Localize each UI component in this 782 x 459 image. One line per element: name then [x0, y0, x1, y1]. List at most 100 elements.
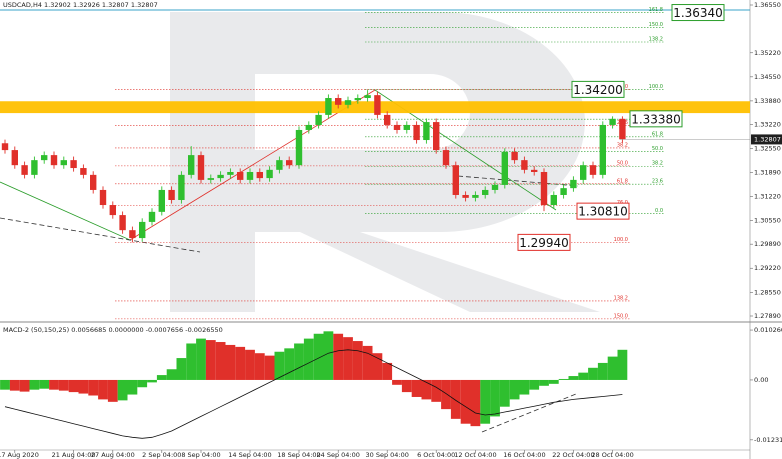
candle-body: [570, 179, 577, 189]
candle-body: [344, 100, 352, 105]
histogram-bar: [294, 343, 304, 380]
x-tick-label: 2 Sep 04:00: [142, 451, 181, 459]
x-tick-label: 12 Oct 04:00: [454, 451, 496, 459]
candle-body: [158, 189, 165, 212]
y-tick-label: 1.28550: [754, 288, 781, 296]
candle-body: [197, 155, 205, 180]
candle-body: [295, 129, 303, 166]
fib-label: 61.8: [617, 178, 628, 184]
fib-label: 150.0: [649, 22, 663, 28]
fib-label: 38.2: [652, 161, 663, 167]
histogram-bar: [117, 379, 128, 401]
candle-body: [246, 171, 254, 180]
watermark-bowl: [255, 12, 600, 312]
candle-body: [60, 160, 67, 166]
candle-body: [266, 169, 273, 179]
candle-body: [423, 122, 430, 141]
histogram-bar: [470, 379, 481, 427]
x-tick-label: 27 Aug 04:00: [91, 451, 135, 459]
histogram-bar: [176, 358, 187, 380]
candle-body: [599, 124, 606, 175]
signal-line: [4, 349, 623, 439]
y-tick-label: 1.34550: [754, 73, 781, 81]
candle-body: [276, 160, 283, 170]
candle-body: [482, 189, 489, 195]
price-annotation: 1.29940: [519, 236, 569, 250]
fib-label: 100.0: [649, 84, 663, 90]
price-annotation: 1.34200: [573, 83, 623, 97]
histogram-bar: [558, 378, 569, 380]
candle-body: [462, 194, 469, 198]
histogram-bar: [392, 379, 402, 385]
indicator-title: MACD-2 (50,150,25) 0.0056685 0.0000000 -…: [3, 326, 223, 334]
price-annotation: 1.33380: [631, 112, 681, 126]
histogram-bar: [254, 353, 265, 380]
x-tick-label: 22 Oct 04:00: [552, 451, 594, 459]
histogram-bar: [588, 367, 598, 380]
histogram-bar: [343, 337, 353, 380]
candle-body: [550, 194, 557, 206]
watermark: [170, 12, 600, 312]
candle-body: [305, 124, 312, 130]
histogram-bar: [431, 379, 442, 402]
histogram-bar: [19, 379, 30, 392]
y-tick-label: 1.36550: [754, 1, 781, 9]
histogram-bar: [323, 331, 334, 380]
histogram-bar: [617, 349, 628, 380]
histogram-bar: [215, 342, 226, 380]
histogram-bar: [0, 379, 10, 390]
candle-body: [491, 184, 499, 190]
y-tick-label: 1.30550: [754, 216, 781, 224]
candle-body: [315, 114, 322, 125]
histogram-bar: [147, 379, 157, 383]
histogram-bar: [519, 379, 530, 395]
price-annotation: 1.36340: [673, 6, 723, 20]
histogram-bar: [411, 379, 422, 397]
candle-body: [580, 165, 587, 180]
histogram-bar: [235, 346, 246, 380]
histogram-bar: [372, 353, 383, 380]
candle-body: [442, 150, 450, 166]
histogram-bar: [352, 341, 363, 380]
histogram-bar: [49, 379, 59, 390]
trend-line: [0, 217, 201, 253]
histogram-bar: [480, 379, 491, 424]
histogram-bar: [137, 379, 148, 388]
candle-body: [403, 124, 410, 130]
x-tick-label: 17 Aug 2020: [0, 451, 39, 459]
y-tick-label: 1.31220: [754, 192, 781, 200]
candle-body: [207, 178, 214, 180]
histogram-bar: [196, 338, 206, 380]
candle-body: [413, 124, 420, 141]
candle-body: [589, 165, 597, 175]
x-tick-label: 30 Sep 04:00: [366, 451, 409, 459]
histogram-bar: [529, 379, 540, 390]
histogram-bar: [284, 348, 295, 380]
price-annotation: 1.30810: [578, 205, 628, 219]
histogram-bar: [245, 349, 255, 380]
fib-label: 138.2: [649, 36, 663, 42]
histogram-bar: [98, 379, 108, 400]
histogram-bar: [597, 362, 608, 380]
price-annotation-box: [571, 80, 625, 98]
histogram-bar: [362, 345, 373, 380]
histogram-bar: [303, 338, 314, 380]
candle-body: [139, 221, 146, 239]
x-tick-label: 21 Aug 04:00: [52, 451, 96, 459]
candle-body: [188, 155, 195, 175]
current-price-label: 1.32807: [754, 135, 781, 143]
x-tick-label: 6 Oct 04:00: [417, 451, 455, 459]
candle-body: [609, 118, 616, 125]
histogram-bar: [107, 379, 118, 402]
candle-body: [129, 230, 136, 239]
histogram-bar: [166, 369, 177, 380]
histogram-bar: [548, 379, 559, 384]
fib-label: 161.8: [649, 7, 663, 13]
candle-body: [521, 160, 528, 170]
candle-body: [227, 171, 234, 175]
candle-body: [393, 124, 401, 130]
candle-body: [364, 95, 371, 99]
candle-body: [354, 98, 361, 101]
y-tick-label: 1.32550: [754, 145, 781, 153]
fib-label: 23.6: [652, 179, 663, 185]
